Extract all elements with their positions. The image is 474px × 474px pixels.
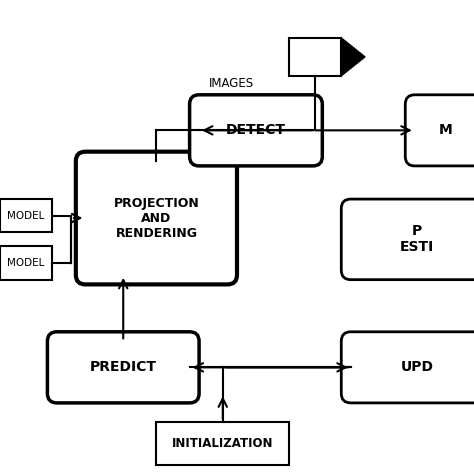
Bar [289, 38, 341, 76]
Text: IMAGES: IMAGES [209, 77, 254, 90]
Text: INITIALIZATION: INITIALIZATION [172, 437, 273, 450]
Text: M: M [438, 123, 453, 137]
FancyBboxPatch shape [76, 152, 237, 284]
FancyBboxPatch shape [341, 332, 474, 403]
Text: DETECT: DETECT [226, 123, 286, 137]
Text: PREDICT: PREDICT [90, 360, 157, 374]
Bar [0, 246, 52, 280]
FancyBboxPatch shape [405, 95, 474, 166]
Bar [156, 422, 289, 465]
Text: MODEL: MODEL [8, 258, 45, 268]
Text: P
ESTI: P ESTI [400, 224, 434, 255]
Text: PROJECTION
AND
RENDERING: PROJECTION AND RENDERING [114, 197, 199, 239]
FancyBboxPatch shape [47, 332, 199, 403]
Polygon shape [341, 38, 365, 76]
FancyBboxPatch shape [341, 199, 474, 280]
Text: MODEL: MODEL [8, 210, 45, 221]
Bar [0, 199, 52, 232]
Text: UPD: UPD [401, 360, 434, 374]
FancyBboxPatch shape [190, 95, 322, 166]
